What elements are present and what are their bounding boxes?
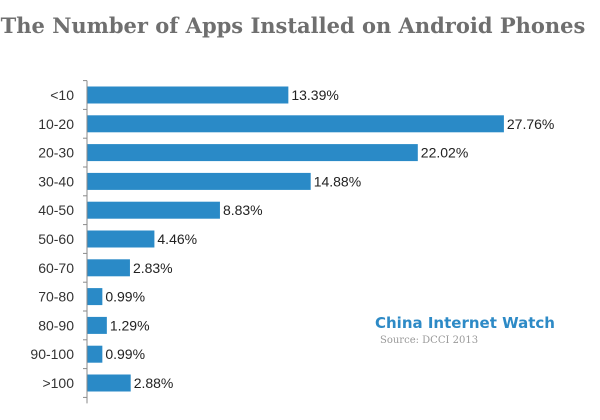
y-tick-label: 20-30 — [38, 145, 74, 161]
y-tick-label: 60-70 — [38, 260, 74, 276]
bar — [87, 172, 311, 190]
data-label: 2.83% — [133, 260, 173, 276]
watermark-brand: China Internet Watch — [375, 314, 555, 332]
data-label: 4.46% — [157, 231, 197, 247]
bar — [87, 288, 103, 306]
bar — [87, 86, 289, 104]
y-tick-label: 70-80 — [38, 289, 74, 305]
bar — [87, 316, 107, 334]
bar — [87, 259, 130, 277]
bar — [87, 201, 220, 219]
data-label: 14.88% — [314, 173, 361, 189]
data-label: 13.39% — [291, 87, 338, 103]
watermark-source: Source: DCCI 2013 — [380, 335, 478, 346]
y-tick-label: 90-100 — [30, 346, 74, 362]
data-label: 0.99% — [105, 346, 145, 362]
bar — [87, 374, 131, 392]
y-tick-label: 30-40 — [38, 173, 74, 189]
chart-title: The Number of Apps Installed on Android … — [1, 13, 586, 38]
y-tick-label: 80-90 — [38, 317, 74, 333]
data-label: 27.76% — [507, 116, 554, 132]
y-tick-label: 50-60 — [38, 231, 74, 247]
data-label: 22.02% — [421, 145, 468, 161]
bar — [87, 115, 504, 133]
y-tick-labels: <10 10-20 20-30 30-40 40-50 50-60 60-70 70-80 80… — [30, 87, 74, 391]
bar — [87, 345, 103, 363]
bars — [87, 86, 504, 392]
y-axis — [83, 80, 88, 404]
y-tick-label: 40-50 — [38, 202, 74, 218]
bar — [87, 230, 155, 248]
bar — [87, 144, 418, 162]
y-tick-label: 10-20 — [38, 116, 74, 132]
value-labels: 13.39% 27.76% 22.02% 14.88% 8.83% 4.46% 2.83% 0… — [105, 87, 554, 391]
data-label: 0.99% — [105, 289, 145, 305]
y-tick-label: >100 — [42, 375, 74, 391]
data-label: 2.88% — [134, 375, 174, 391]
data-label: 1.29% — [110, 317, 150, 333]
data-label: 8.83% — [223, 202, 263, 218]
y-tick-label: <10 — [50, 87, 74, 103]
